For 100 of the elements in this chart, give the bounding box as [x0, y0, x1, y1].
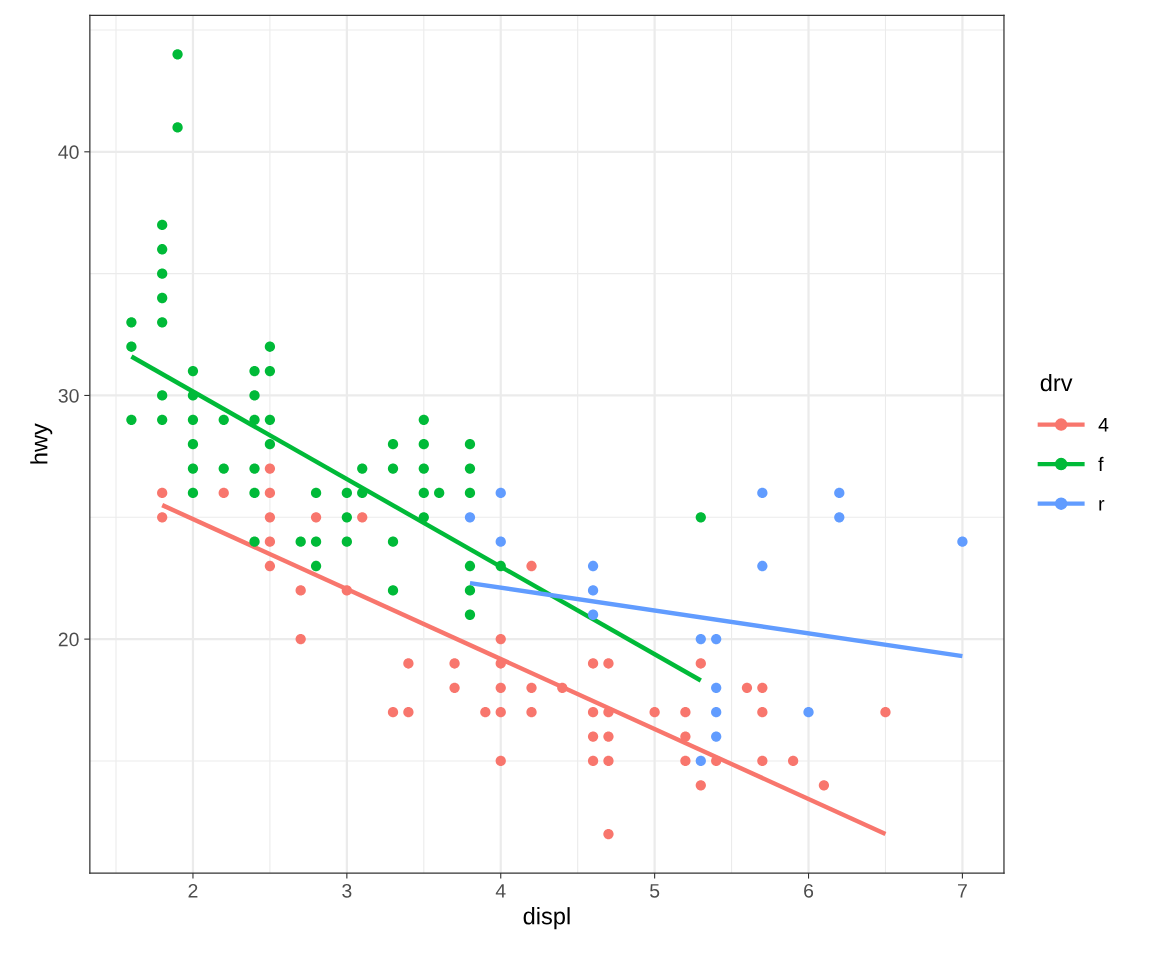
point — [249, 463, 260, 474]
point — [464, 609, 476, 620]
point — [464, 439, 476, 450]
point — [126, 414, 137, 425]
legend-label: f — [1098, 456, 1104, 471]
point — [310, 536, 322, 547]
point — [495, 755, 506, 767]
point — [187, 487, 199, 499]
point — [711, 633, 722, 645]
point — [387, 585, 399, 596]
x-tick-label: 7 — [958, 884, 967, 898]
point — [295, 585, 306, 596]
point — [587, 585, 599, 596]
point — [695, 633, 706, 645]
point — [957, 536, 968, 547]
point — [387, 707, 399, 718]
point — [157, 268, 168, 279]
point — [187, 365, 199, 377]
point — [264, 414, 276, 425]
point — [818, 780, 830, 791]
point — [310, 512, 322, 523]
legend-label: r — [1099, 499, 1105, 511]
point — [295, 633, 306, 645]
point — [418, 487, 429, 499]
point — [341, 487, 352, 499]
point — [295, 536, 306, 547]
x-tick-label: 4 — [495, 884, 506, 898]
point — [803, 707, 814, 718]
point — [587, 707, 599, 718]
point — [157, 390, 168, 401]
point — [341, 512, 352, 523]
point — [711, 682, 722, 693]
point — [187, 439, 199, 450]
x-tick-label: 5 — [650, 884, 660, 898]
point — [603, 755, 614, 767]
point — [418, 414, 429, 425]
point — [418, 463, 429, 474]
point — [157, 219, 168, 231]
point — [587, 755, 599, 767]
point — [249, 536, 260, 547]
point — [587, 609, 599, 620]
point — [157, 317, 168, 328]
point — [218, 414, 229, 425]
point — [480, 707, 491, 718]
point — [449, 658, 460, 669]
point — [695, 755, 706, 767]
point — [680, 755, 691, 767]
y-tick-label: 30 — [58, 388, 79, 403]
point — [264, 439, 276, 450]
point — [587, 731, 599, 742]
x-tick-label: 2 — [188, 883, 198, 898]
point — [172, 49, 183, 60]
point — [187, 414, 199, 425]
x-tick-label: 3 — [342, 883, 352, 898]
point — [249, 365, 260, 377]
point — [880, 707, 891, 718]
point — [357, 512, 368, 523]
point — [357, 463, 368, 474]
point — [603, 658, 614, 669]
point — [403, 658, 414, 669]
point — [495, 536, 506, 547]
point — [757, 755, 768, 767]
point — [757, 682, 768, 693]
point — [603, 731, 614, 742]
point — [587, 658, 599, 669]
point — [757, 487, 768, 499]
point — [341, 536, 352, 547]
point — [157, 244, 168, 255]
y-axis-title: hwy — [30, 423, 53, 464]
point — [526, 682, 537, 693]
point — [418, 439, 429, 450]
point — [187, 390, 199, 401]
point — [495, 560, 506, 572]
x-axis-title: displ — [523, 907, 570, 930]
point — [341, 585, 352, 596]
point — [264, 365, 276, 377]
legend-title: drv — [1040, 373, 1073, 392]
point — [387, 439, 399, 450]
point — [495, 633, 506, 645]
point — [126, 341, 137, 352]
point — [741, 682, 753, 693]
point — [680, 731, 691, 742]
point — [495, 682, 506, 693]
point — [126, 317, 137, 328]
point — [157, 512, 168, 523]
point — [757, 707, 768, 718]
point — [310, 560, 322, 572]
x-tick-label: 6 — [804, 883, 814, 898]
y-tick-label: 40 — [58, 145, 79, 160]
point — [249, 487, 260, 499]
point — [711, 707, 722, 718]
point — [357, 487, 368, 499]
point — [464, 487, 476, 499]
point — [157, 292, 168, 304]
point — [172, 122, 183, 133]
point — [157, 414, 168, 425]
point — [711, 731, 722, 742]
point — [695, 658, 706, 669]
point — [587, 560, 599, 572]
point — [695, 512, 706, 523]
